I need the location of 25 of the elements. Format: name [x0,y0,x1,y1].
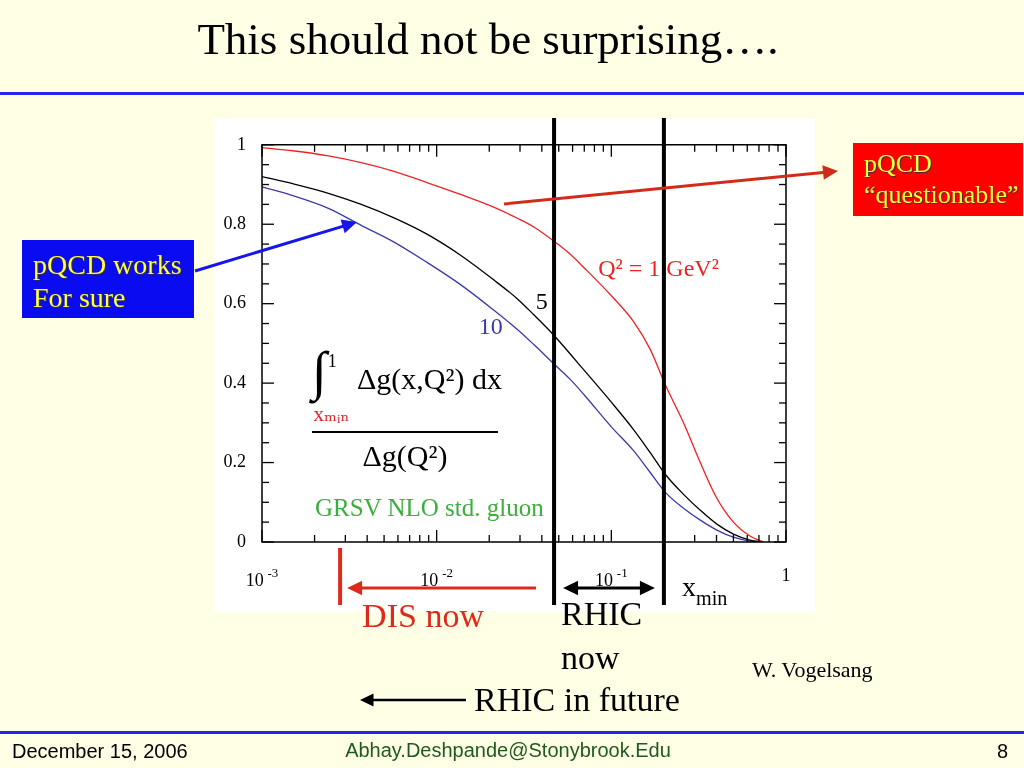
x-axis-title: x$_{min}$ [682,571,728,610]
text: December 15, 2006 [12,740,188,763]
y-tick-label: 0.2 [223,451,246,472]
text: 8 [996,740,1008,763]
x-tick-label: 10$^{-2}$ [420,565,453,591]
text: W. Vogelsang [752,657,873,683]
series-label: 10 [478,313,503,340]
text: RHIC in future [474,680,680,720]
annotation: GRSV NLO std. gluon [315,494,544,523]
text: pQCD works For sure [33,248,182,314]
x-tick-label: 1 [781,565,791,586]
x-tick-label: 10$^{-1}$ [594,565,628,591]
series-label: Q² = 1 GeV² [598,255,719,282]
series-label: 5 [535,288,548,315]
y-tick-label: 0 [237,530,246,551]
y-tick-label: 1 [237,133,246,154]
y-tick-label: 0.4 [223,371,246,392]
y-tick-label: 0.8 [223,212,246,233]
x-tick-label: 10$^{-3}$ [245,565,279,591]
ref-line-label: DIS now [362,596,485,636]
text: pQCD “questionable” [864,148,1019,210]
chart-title: This should not be surprising…. [196,13,780,66]
y-tick-label: 0.6 [223,292,246,313]
text: Abhay.Deshpande@Stonybrook.Edu [345,739,671,761]
legend-label: RHIC now [561,594,644,679]
